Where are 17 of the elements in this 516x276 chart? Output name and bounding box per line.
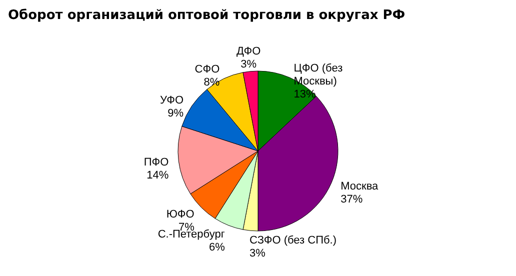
chart-title: Оборот организаций оптовой торговли в округах РФ — [8, 8, 406, 23]
data-label: 3% — [240, 58, 257, 70]
slice-label: УФО — [160, 94, 184, 106]
data-label: 14% — [146, 169, 169, 182]
slice-label: СЗФО (без СПб.) — [250, 234, 337, 247]
slice-label: ЮФО — [166, 208, 195, 221]
data-label: 8% — [204, 76, 220, 89]
slice-label: СФО — [194, 64, 220, 76]
data-label: 37% — [340, 194, 363, 206]
slice-label: ДФО — [236, 45, 262, 58]
data-label: 9% — [168, 107, 184, 120]
slice-label: ПФО — [144, 156, 170, 168]
data-label: 13% — [294, 88, 316, 100]
data-label: 6% — [208, 242, 226, 254]
data-label: 3% — [250, 248, 266, 260]
slice-label: Москва — [340, 180, 380, 193]
slice-label: ЦФО (без Москвы) — [294, 62, 343, 88]
